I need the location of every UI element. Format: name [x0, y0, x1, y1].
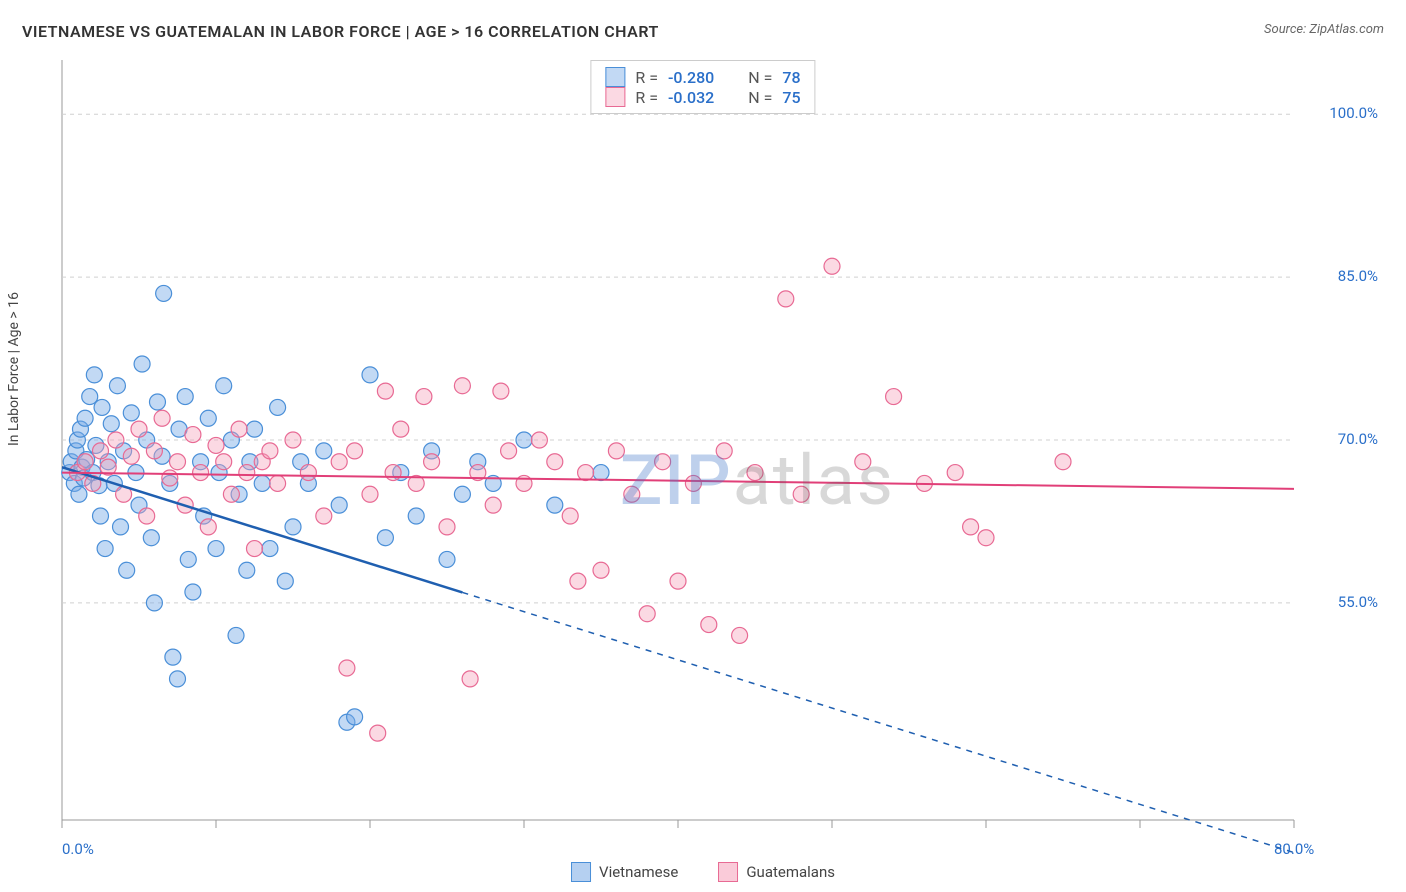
chart-title: VIETNAMESE VS GUATEMALAN IN LABOR FORCE …	[22, 22, 659, 41]
x-tick-label: 80.0%	[1274, 840, 1314, 858]
stats-row-vietnamese: R = -0.280 N = 78	[605, 67, 800, 87]
source-label: Source: ZipAtlas.com	[1264, 22, 1384, 37]
r-label: R =	[635, 88, 658, 107]
r-value-guatemalans: -0.032	[668, 88, 714, 107]
n-label: N =	[748, 68, 772, 87]
legend-item-guatemalans: Guatemalans	[718, 862, 835, 882]
y-tick-label: 55.0%	[1338, 593, 1378, 611]
legend-label-guatemalans: Guatemalans	[746, 863, 835, 881]
x-tick-label: 0.0%	[62, 840, 94, 858]
y-axis-title: In Labor Force | Age > 16	[6, 292, 22, 446]
swatch-vietnamese	[605, 67, 625, 87]
stats-row-guatemalans: R = -0.032 N = 75	[605, 87, 800, 107]
n-label: N =	[748, 88, 772, 107]
legend-label-vietnamese: Vietnamese	[599, 863, 678, 881]
correlation-chart	[22, 50, 1384, 870]
legend-swatch-guatemalans	[718, 862, 738, 882]
y-tick-label: 85.0%	[1338, 267, 1378, 285]
n-value-guatemalans: 75	[782, 88, 800, 107]
stats-legend: R = -0.280 N = 78 R = -0.032 N = 75	[590, 60, 815, 114]
bottom-legend: Vietnamese Guatemalans	[571, 862, 835, 882]
r-label: R =	[635, 68, 658, 87]
legend-swatch-vietnamese	[571, 862, 591, 882]
legend-item-vietnamese: Vietnamese	[571, 862, 678, 882]
swatch-guatemalans	[605, 87, 625, 107]
y-tick-label: 70.0%	[1338, 430, 1378, 448]
r-value-vietnamese: -0.280	[668, 68, 714, 87]
n-value-vietnamese: 78	[782, 68, 800, 87]
y-tick-label: 100.0%	[1329, 104, 1378, 122]
